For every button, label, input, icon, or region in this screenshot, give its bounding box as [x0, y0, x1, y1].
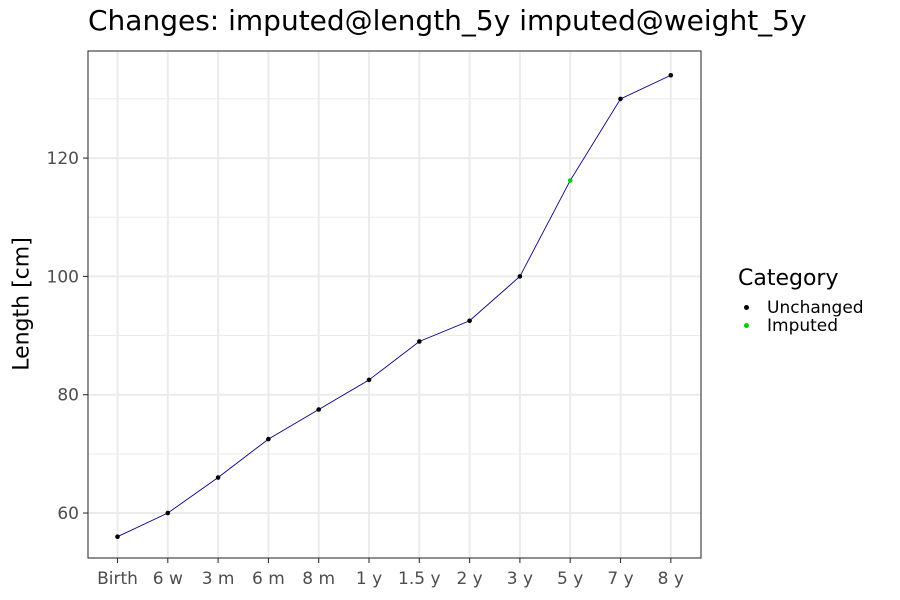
data-point	[417, 339, 422, 344]
series-line	[117, 74, 671, 538]
data-point	[115, 534, 120, 540]
x-tick-label: 2 y	[456, 569, 482, 589]
data-point	[567, 178, 573, 183]
legend-key-imputed	[738, 317, 756, 335]
y-tick-label: 60	[57, 504, 79, 524]
x-tick-label: 8 m	[302, 569, 335, 589]
data-point	[316, 407, 322, 412]
x-tick-label: Birth	[97, 569, 138, 589]
data-point	[215, 475, 221, 480]
y-axis-title: Length [cm]	[9, 237, 35, 371]
legend: Category Unchanged Imputed	[738, 266, 864, 335]
y-tick-label: 120	[47, 149, 79, 169]
data-point	[668, 72, 674, 78]
legend-title: Category	[738, 266, 839, 291]
x-tick-label: 1.5 y	[398, 569, 441, 589]
y-tick-label: 80	[57, 386, 79, 406]
x-tick-label: 1 y	[356, 569, 382, 589]
x-tick-label: 3 m	[202, 569, 235, 589]
legend-label-imputed: Imputed	[767, 316, 839, 336]
legend-key-unchanged	[738, 299, 756, 317]
data-point	[517, 274, 523, 279]
x-tick-label: 5 y	[557, 569, 583, 589]
data-point	[467, 318, 472, 324]
chart-title: Changes: imputed@length_5y imputed@weigh…	[88, 4, 807, 37]
data-point	[266, 436, 271, 442]
legend-label-unchanged: Unchanged	[767, 298, 864, 318]
x-tick-label: 6 w	[153, 569, 183, 589]
x-tick-label: 8 y	[658, 569, 684, 589]
legend-item-unchanged: Unchanged	[738, 299, 864, 317]
x-tick-label: 7 y	[607, 569, 633, 589]
data-point	[366, 377, 372, 383]
data-point	[165, 510, 171, 516]
legend-item-imputed: Imputed	[738, 317, 864, 335]
x-tick-label: 6 m	[252, 569, 285, 589]
x-tick-label: 3 y	[507, 569, 533, 589]
data-point	[618, 96, 623, 102]
panel-border	[87, 50, 702, 559]
panel-background	[88, 51, 701, 558]
y-tick-label: 100	[47, 267, 79, 287]
